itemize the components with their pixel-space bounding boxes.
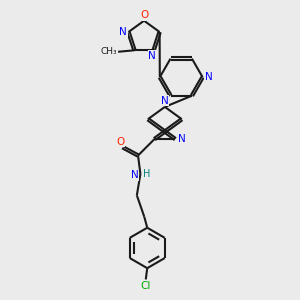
Text: N: N <box>178 134 186 144</box>
Text: N: N <box>205 72 212 82</box>
Text: N: N <box>119 27 127 37</box>
Text: CH₃: CH₃ <box>100 47 117 56</box>
Text: Cl: Cl <box>141 281 151 291</box>
Text: N: N <box>161 96 169 106</box>
Text: O: O <box>116 137 124 147</box>
Text: O: O <box>140 11 148 20</box>
Text: N: N <box>148 51 156 61</box>
Text: H: H <box>143 169 151 179</box>
Text: N: N <box>131 170 139 180</box>
